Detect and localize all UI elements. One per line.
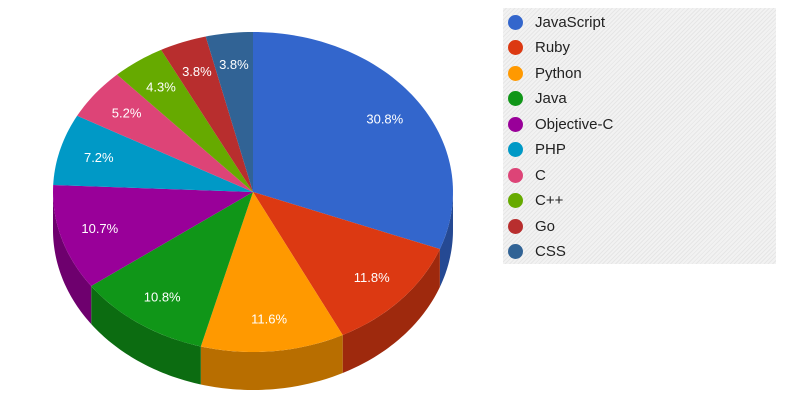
legend-label: PHP <box>535 141 566 158</box>
legend-dot-icon <box>508 167 523 183</box>
legend-label: Java <box>535 90 567 107</box>
legend-item[interactable]: Ruby <box>508 38 570 58</box>
legend-label: JavaScript <box>535 13 606 31</box>
slice-php[interactable] <box>53 115 253 192</box>
legend-dot-icon <box>508 65 523 81</box>
legend-item[interactable]: Objective-C <box>508 114 613 134</box>
legend-item[interactable]: CSS <box>508 242 566 262</box>
slice-side-python[interactable] <box>200 335 343 390</box>
slice-label: 4.3% <box>146 79 176 94</box>
slice-c[interactable] <box>77 74 253 192</box>
legend-item[interactable]: C <box>508 165 546 185</box>
legend-dot-icon <box>508 244 523 259</box>
slice-label: 3.8% <box>219 57 249 72</box>
legend-label: CSS <box>535 243 566 260</box>
slice-objective-c[interactable] <box>53 184 253 287</box>
slice-label: 11.6% <box>251 311 287 326</box>
slice-label: 10.7% <box>81 221 118 236</box>
legend-label: C <box>535 166 546 184</box>
slice-label: 10.8% <box>144 289 181 304</box>
slice-javascript[interactable] <box>253 32 453 250</box>
pie-chart: 30.8% 11.8% 11.6% 10.8% 10.7% 7.2% 5.2% 4.3% 3.8… <box>53 32 453 390</box>
slice-side-objective-c[interactable] <box>53 192 92 325</box>
legend-item[interactable]: C++ <box>508 191 563 211</box>
legend-item[interactable]: JavaScript <box>508 12 605 32</box>
slice-side-java[interactable] <box>91 286 201 385</box>
slice-label: 3.8% <box>182 64 212 79</box>
legend-item[interactable]: Python <box>508 63 582 83</box>
legend-label: Python <box>535 64 582 82</box>
slice-ruby[interactable] <box>253 192 440 336</box>
legend-dot-icon <box>508 14 523 30</box>
legend-dot-icon <box>508 193 523 208</box>
legend-item[interactable]: Go <box>508 216 555 236</box>
pie-sides <box>53 192 453 390</box>
slice-go[interactable] <box>161 36 253 192</box>
legend-label: C++ <box>535 192 564 209</box>
slice-side-ruby[interactable] <box>342 249 440 374</box>
legend-item[interactable]: Java <box>508 89 567 109</box>
slice-c-[interactable] <box>117 49 253 193</box>
slice-label: 30.8% <box>366 111 403 126</box>
legend-label: Ruby <box>535 39 571 56</box>
legend-dot-icon <box>508 142 523 157</box>
slice-side-javascript[interactable] <box>439 192 453 288</box>
legend-label: Objective-C <box>535 115 614 133</box>
slice-label: 5.2% <box>112 106 142 121</box>
slice-css[interactable] <box>205 32 253 192</box>
pie-top <box>53 32 453 352</box>
legend-label: Go <box>535 217 556 235</box>
legend-dot-icon <box>508 91 523 106</box>
legend-item[interactable]: PHP <box>508 140 566 160</box>
legend: JavaScript Ruby Python Java Objective-C PHP C C… <box>503 8 776 264</box>
slice-python[interactable] <box>200 192 343 352</box>
slice-label: 7.2% <box>84 150 114 165</box>
slice-java[interactable] <box>91 192 253 347</box>
slice-label: 11.8% <box>354 270 390 285</box>
legend-dot-icon <box>508 116 523 132</box>
legend-dot-icon <box>508 40 523 55</box>
legend-dot-icon <box>508 218 523 234</box>
